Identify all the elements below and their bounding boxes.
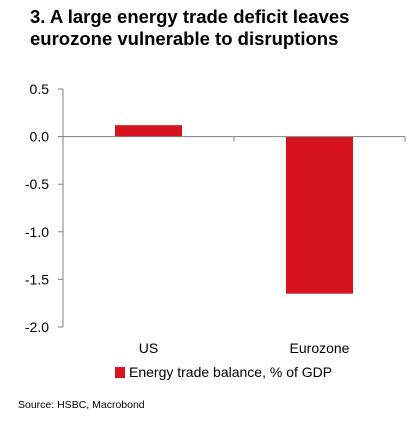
y-tick-label: 0.0 — [30, 129, 50, 145]
source-note: Source: HSBC, Macrobond — [18, 399, 145, 411]
legend-label: Energy trade balance, % of GDP — [129, 364, 332, 380]
x-tick-label: US — [139, 340, 158, 356]
bar-chart: 0.5 0.0 -0.5 -1.0 -1.5 -2.0 US Eurozone Energy t… — [25, 81, 406, 380]
y-tick-label: 0.5 — [30, 81, 50, 97]
bar-us — [115, 125, 182, 137]
x-tick-label: Eurozone — [290, 340, 350, 356]
chart-title: 3. A large energy trade deficit leaves e… — [30, 6, 350, 49]
y-tick-label: -1.0 — [25, 224, 49, 240]
y-tick-label: -2.0 — [25, 319, 49, 335]
y-tick-label: -0.5 — [25, 176, 49, 192]
y-tick-label: -1.5 — [25, 271, 49, 287]
bar-eurozone — [286, 136, 353, 294]
legend-swatch — [115, 367, 125, 378]
